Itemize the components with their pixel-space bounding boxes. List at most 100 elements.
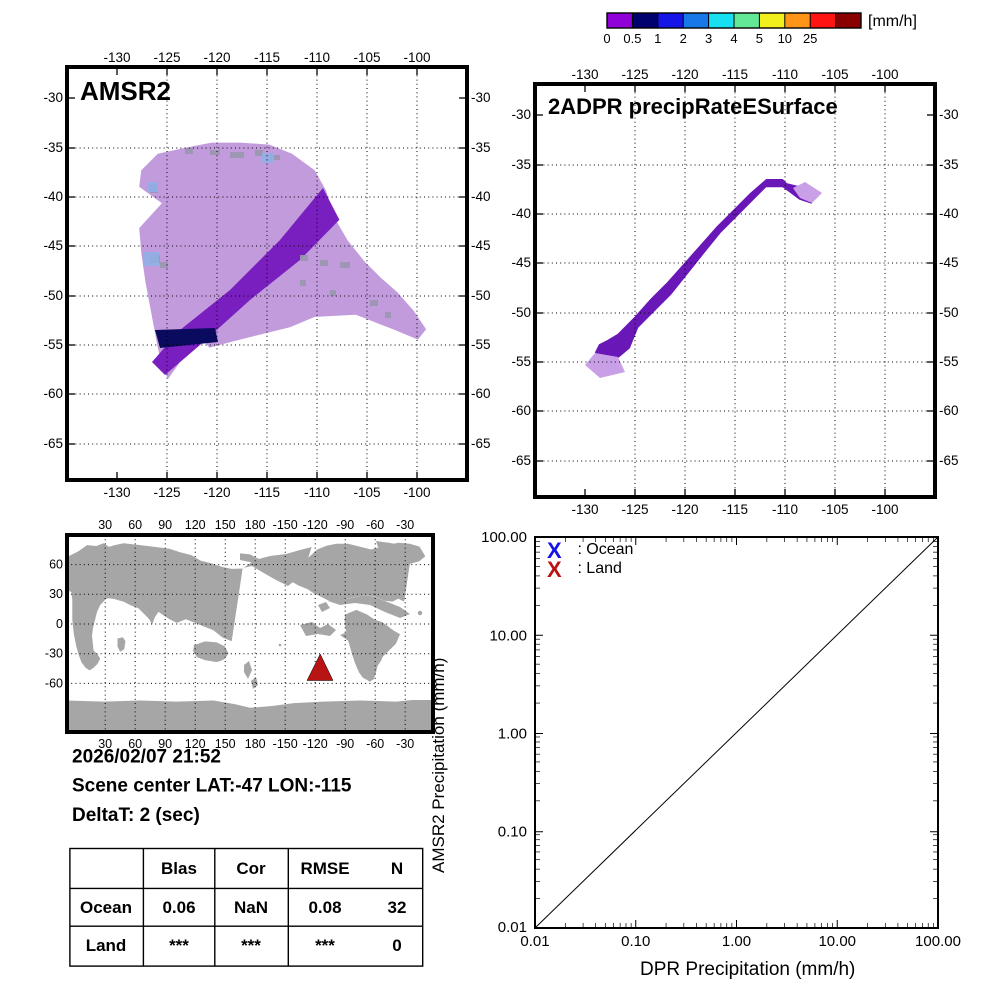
svg-text:Land: Land <box>86 936 127 955</box>
svg-text:AMSR2: AMSR2 <box>80 76 171 106</box>
svg-text:10.00: 10.00 <box>818 933 856 950</box>
svg-text:-100: -100 <box>871 502 898 517</box>
svg-text:-60: -60 <box>43 386 63 401</box>
svg-text:0.10: 0.10 <box>498 824 527 841</box>
svg-text:-100: -100 <box>403 485 430 500</box>
svg-text:DPR Precipitation (mm/h): DPR Precipitation (mm/h) <box>640 959 855 980</box>
svg-text:-105: -105 <box>821 502 848 517</box>
svg-text:-125: -125 <box>153 485 180 500</box>
svg-text:-50: -50 <box>471 288 491 303</box>
svg-text:Cor: Cor <box>236 859 266 878</box>
svg-text:0.5: 0.5 <box>623 31 641 46</box>
svg-text:30: 30 <box>49 587 63 601</box>
svg-text:2026/02/07 21:52: 2026/02/07 21:52 <box>72 746 221 767</box>
svg-text:-120: -120 <box>671 67 698 82</box>
svg-text:-100: -100 <box>871 67 898 82</box>
svg-text::: : <box>578 560 582 577</box>
svg-text:-50: -50 <box>43 288 63 303</box>
svg-text:-110: -110 <box>772 502 798 517</box>
svg-text:180: 180 <box>245 737 266 751</box>
svg-text:-60: -60 <box>45 676 63 690</box>
svg-text:4: 4 <box>730 31 737 46</box>
svg-text:-130: -130 <box>571 502 598 517</box>
svg-text:-40: -40 <box>471 189 491 204</box>
svg-text:-35: -35 <box>939 157 959 172</box>
svg-text:150: 150 <box>215 518 236 532</box>
svg-text:10: 10 <box>778 31 792 46</box>
svg-text:-35: -35 <box>43 140 63 155</box>
svg-text:30: 30 <box>98 518 112 532</box>
svg-text:-60: -60 <box>939 403 959 418</box>
svg-text:-150: -150 <box>273 737 298 751</box>
svg-text:-115: -115 <box>722 502 748 517</box>
svg-text:0.06: 0.06 <box>162 898 195 917</box>
svg-text:-65: -65 <box>939 453 959 468</box>
svg-text:-55: -55 <box>511 354 531 369</box>
svg-text:-110: -110 <box>772 67 798 82</box>
svg-text:-130: -130 <box>103 485 130 500</box>
svg-text:-45: -45 <box>939 255 959 270</box>
svg-text:100.00: 100.00 <box>915 933 961 950</box>
svg-text:***: *** <box>241 936 261 955</box>
svg-text:-105: -105 <box>353 485 380 500</box>
svg-text:-65: -65 <box>511 453 531 468</box>
svg-text:-60: -60 <box>366 737 384 751</box>
svg-text:3: 3 <box>705 31 712 46</box>
svg-text:-125: -125 <box>153 50 180 65</box>
svg-text:Land: Land <box>586 560 622 577</box>
svg-text:-30: -30 <box>45 647 63 661</box>
svg-text:N: N <box>391 859 403 878</box>
svg-text:2ADPR precipRateESurface: 2ADPR precipRateESurface <box>548 94 838 119</box>
svg-text:-55: -55 <box>471 337 491 352</box>
svg-text:-30: -30 <box>511 107 531 122</box>
svg-text:-105: -105 <box>353 50 380 65</box>
svg-text:-30: -30 <box>396 518 414 532</box>
svg-text:0: 0 <box>603 31 610 46</box>
svg-text:-50: -50 <box>939 305 959 320</box>
svg-text:-130: -130 <box>103 50 130 65</box>
svg-text:5: 5 <box>756 31 763 46</box>
svg-text:DeltaT: 2 (sec): DeltaT: 2 (sec) <box>72 805 200 826</box>
svg-text:-115: -115 <box>722 67 748 82</box>
svg-text:1.00: 1.00 <box>722 933 751 950</box>
svg-text:-30: -30 <box>471 90 491 105</box>
svg-text:0: 0 <box>56 617 63 631</box>
svg-text:-30: -30 <box>939 107 959 122</box>
svg-text:-125: -125 <box>621 502 648 517</box>
svg-text:60: 60 <box>128 518 142 532</box>
svg-text:X: X <box>547 557 562 582</box>
svg-text:60: 60 <box>49 558 63 572</box>
svg-text:[mm/h]: [mm/h] <box>868 13 917 30</box>
svg-text:-120: -120 <box>303 737 328 751</box>
svg-text:Ocean: Ocean <box>80 898 132 917</box>
svg-text:90: 90 <box>158 518 172 532</box>
svg-text:-65: -65 <box>43 436 63 451</box>
svg-text:0.08: 0.08 <box>308 898 341 917</box>
svg-text:-115: -115 <box>254 50 280 65</box>
svg-text:0: 0 <box>392 936 401 955</box>
svg-text:-125: -125 <box>621 67 648 82</box>
svg-text:0.10: 0.10 <box>621 933 650 950</box>
svg-text:-90: -90 <box>336 737 354 751</box>
svg-text:-40: -40 <box>511 206 531 221</box>
svg-text:-50: -50 <box>511 305 531 320</box>
svg-text:-110: -110 <box>304 50 330 65</box>
svg-text:Scene center LAT:-47 LON:-11: Scene center LAT:-47 LON:-115 <box>72 776 352 797</box>
svg-text:-110: -110 <box>304 485 330 500</box>
svg-text:Blas: Blas <box>161 859 197 878</box>
svg-text:-55: -55 <box>43 337 63 352</box>
svg-text:-130: -130 <box>571 67 598 82</box>
svg-text:-45: -45 <box>511 255 531 270</box>
svg-text:AMSR2 Precipitation (mm/h): AMSR2 Precipitation (mm/h) <box>429 658 448 873</box>
svg-text:RMSE: RMSE <box>300 859 349 878</box>
svg-text:-65: -65 <box>471 436 491 451</box>
svg-text:-60: -60 <box>511 403 531 418</box>
svg-text:100.00: 100.00 <box>481 529 527 546</box>
svg-text:-120: -120 <box>303 518 328 532</box>
svg-text:***: *** <box>315 936 335 955</box>
svg-text:-35: -35 <box>511 157 531 172</box>
svg-text:-30: -30 <box>396 737 414 751</box>
svg-text:-120: -120 <box>203 485 230 500</box>
svg-text:-30: -30 <box>43 90 63 105</box>
svg-text:-55: -55 <box>939 354 959 369</box>
